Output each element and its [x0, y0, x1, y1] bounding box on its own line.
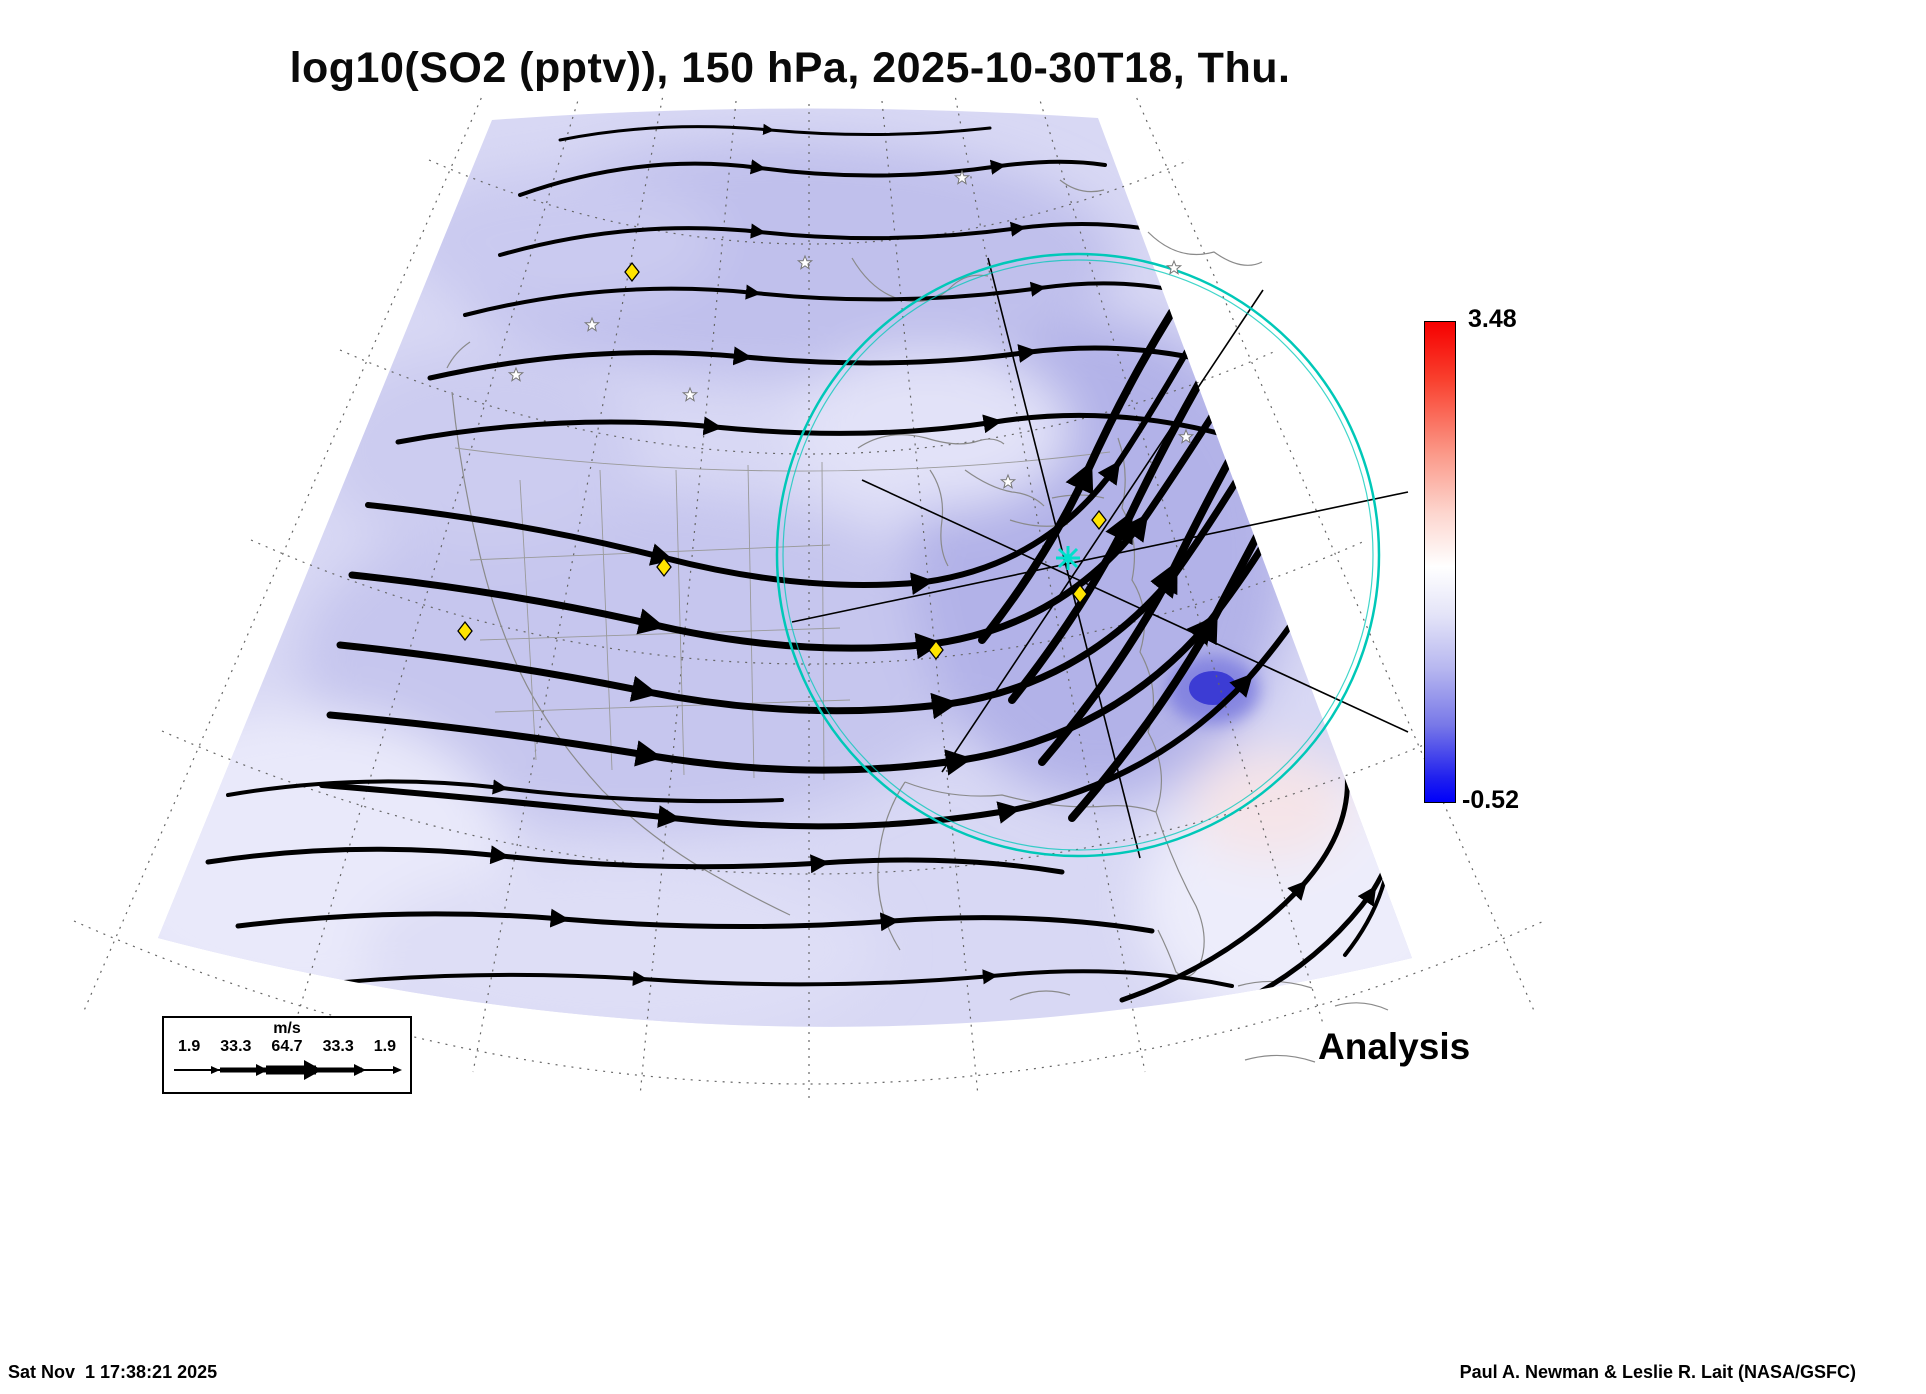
wind-scale-legend: m/s 1.9 33.3 64.7 33.3 1.9: [162, 1016, 412, 1094]
credit-line: Paul A. Newman & Leslie R. Lait (NASA/GS…: [1459, 1362, 1856, 1382]
so2-concentration-field: [158, 108, 1412, 1027]
wind-speed-label: 1.9: [373, 1038, 396, 1055]
wind-speed-label: 33.3: [322, 1038, 354, 1055]
colorbar: [1424, 321, 1456, 803]
wind-scale-units: m/s: [273, 1020, 301, 1037]
wind-scale-values: 1.9 33.3 64.7 33.3 1.9: [164, 1038, 410, 1056]
colorbar-max-label: 3.48: [1468, 305, 1517, 333]
range-circle: [775, 252, 1381, 858]
wind-speed-label: 1.9: [178, 1038, 201, 1055]
wind-speed-label: 64.7: [271, 1038, 303, 1055]
analysis-label: Analysis: [1318, 1026, 1471, 1067]
cross-section-lines: [791, 257, 1409, 859]
plot-title: log10(SO2 (pptv)), 150 hPa, 2025-10-30T1…: [289, 44, 1291, 92]
colorbar-min-label: -0.52: [1462, 786, 1519, 814]
wind-speed-label: 33.3: [220, 1038, 252, 1055]
generation-timestamp: Sat Nov 1 17:38:21 2025: [8, 1362, 218, 1382]
event-star-marker: [1056, 546, 1080, 570]
wind-streamlines: [205, 123, 1406, 1023]
wind-scale-arrows: [174, 1060, 402, 1080]
